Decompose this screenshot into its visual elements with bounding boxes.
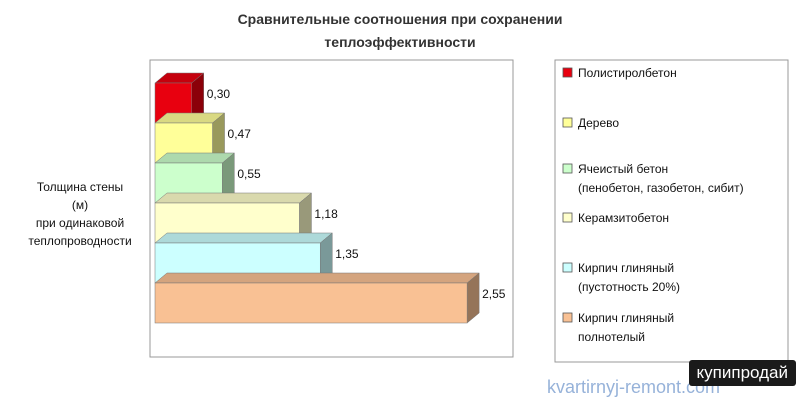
- watermark: kvartirnyj-remont.com: [547, 377, 721, 397]
- legend-swatch: [562, 312, 573, 323]
- value-label: 0,55: [237, 167, 261, 181]
- value-label: 0,30: [207, 87, 231, 101]
- legend-label: Кирпич глиняный полнотелый: [578, 311, 675, 344]
- value-label: 2,55: [482, 287, 506, 301]
- legend-swatch: [562, 262, 573, 273]
- watermark-badge: купипродай: [688, 360, 796, 386]
- bar-top: [154, 232, 333, 244]
- value-label: 0,47: [228, 127, 252, 141]
- legend-label: Керамзитобетон: [578, 211, 670, 225]
- legend-swatch: [562, 212, 573, 223]
- bar: [154, 282, 468, 324]
- legend-swatch: [562, 67, 573, 78]
- legend-swatch: [562, 117, 573, 128]
- chart-title: Сравнительные соотношения при сохранении…: [237, 11, 563, 50]
- value-label: 1,18: [314, 207, 338, 221]
- legend-label: Дерево: [578, 116, 620, 130]
- legend-frame: [554, 59, 789, 363]
- bar-top: [154, 272, 480, 284]
- legend-label: Полистиролбетон: [578, 66, 677, 80]
- legend-label: Кирпич глиняный (пустотность 20%): [578, 261, 681, 294]
- value-label: 1,35: [335, 247, 359, 261]
- legend-swatch: [562, 163, 573, 174]
- axis-label: Толщина стены (м) при одинаковой теплопр…: [28, 180, 132, 248]
- bar-top: [154, 152, 236, 164]
- bar-top: [154, 192, 313, 204]
- legend-label: Ячеистый бетон (пенобетон, газобетон, си…: [578, 162, 744, 195]
